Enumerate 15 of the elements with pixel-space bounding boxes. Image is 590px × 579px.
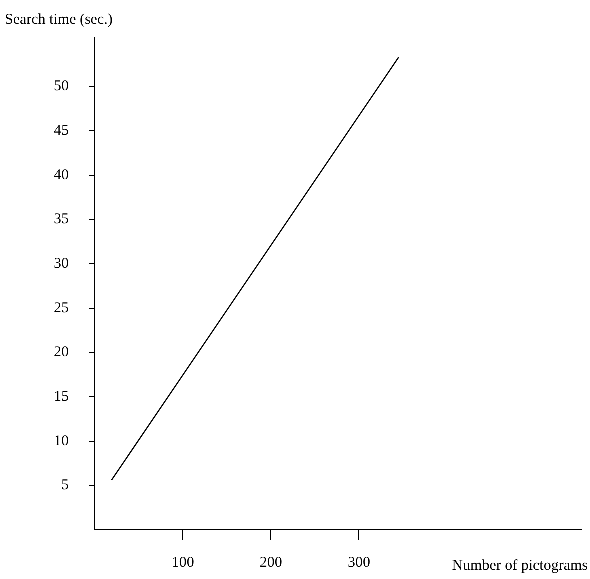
x-axis-title: Number of pictograms [452, 558, 588, 574]
y-tick-label: 40 [54, 167, 69, 184]
y-tick-label: 45 [54, 123, 69, 140]
y-tick-label: 15 [54, 388, 69, 405]
x-tick-label: 200 [260, 554, 282, 571]
y-tick-label: 5 [62, 478, 69, 494]
y-tick-label: 10 [54, 433, 69, 450]
x-tick-label: 300 [348, 554, 370, 571]
y-tick-label: 20 [54, 344, 69, 361]
y-tick-label: 35 [54, 212, 69, 228]
x-tick-label: 100 [172, 554, 194, 571]
y-tick-label: 25 [54, 300, 69, 316]
y-axis-title: Search time (sec.) [5, 12, 113, 28]
y-tick-label: 30 [54, 256, 69, 272]
y-tick-label: 50 [54, 78, 69, 95]
